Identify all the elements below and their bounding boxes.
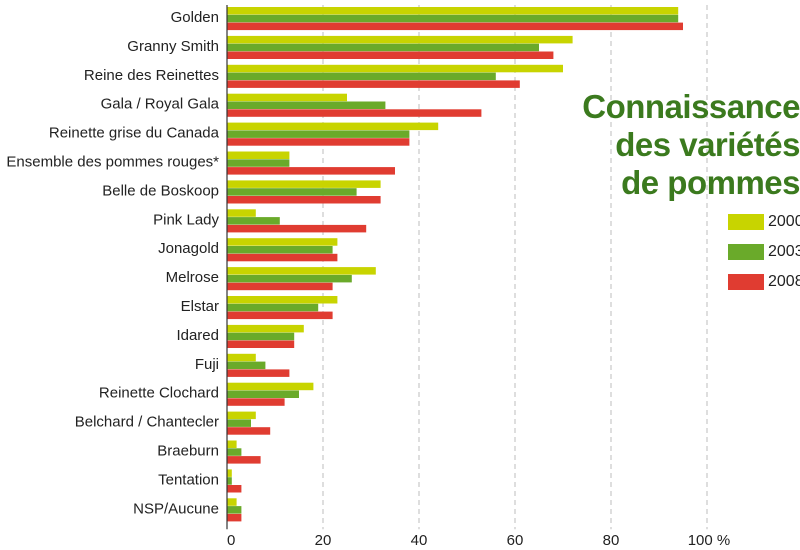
bar-2000-5: [227, 151, 290, 159]
bar-2008-0: [227, 22, 683, 31]
bar-2008-11: [227, 340, 295, 348]
bar-2003-2: [227, 72, 496, 81]
bar-2008-17: [227, 513, 242, 522]
legend-label-2003: 2003: [768, 243, 800, 260]
category-label: Belle de Boskoop: [102, 182, 219, 199]
bar-2003-0: [227, 14, 679, 23]
category-label: Fuji: [195, 356, 219, 373]
category-label: Melrose: [166, 269, 219, 286]
bar-2000-17: [227, 498, 237, 506]
bar-2003-16: [227, 477, 232, 485]
bar-2000-15: [227, 440, 237, 448]
bar-2008-6: [227, 196, 381, 204]
bar-2008-7: [227, 224, 367, 233]
bar-2008-2: [227, 80, 520, 88]
category-label: Reinette Clochard: [99, 385, 219, 402]
category-label: Jonagold: [158, 240, 219, 257]
chart-title-line-1: Connaissance: [582, 88, 800, 125]
bar-2008-13: [227, 398, 285, 406]
bar-2000-1: [227, 35, 573, 44]
category-label: Idared: [176, 327, 219, 344]
bar-2000-8: [227, 238, 338, 246]
bar-2008-4: [227, 138, 410, 146]
bar-2008-3: [227, 109, 482, 117]
bar-2003-14: [227, 419, 251, 427]
bar-2000-0: [227, 7, 679, 15]
bar-2000-16: [227, 469, 232, 477]
legend-item-2008: 2008: [728, 270, 800, 294]
x-tick-label: 40: [411, 532, 428, 549]
category-label: Tentation: [158, 471, 219, 488]
chart-title-line-2: des variétés: [615, 126, 800, 163]
bar-2003-15: [227, 448, 242, 456]
category-label: Elstar: [181, 298, 219, 315]
bar-2003-6: [227, 188, 357, 196]
bar-2000-6: [227, 180, 381, 188]
legend-label-2000: 2000: [768, 213, 800, 230]
bar-2008-16: [227, 485, 242, 493]
x-axis-ticks: 0 20 40 60 80 100 %: [227, 532, 730, 549]
x-tick-label: 100 %: [688, 532, 731, 549]
legend-item-2000: 2000: [728, 210, 800, 234]
bar-2000-9: [227, 267, 376, 275]
bar-2000-14: [227, 411, 256, 420]
bar-2008-5: [227, 167, 395, 175]
category-label: Pink Lady: [153, 211, 219, 228]
bar-2000-10: [227, 296, 338, 304]
bar-2000-4: [227, 122, 439, 131]
category-label: NSP/Aucune: [133, 500, 219, 517]
legend: 2000 2003 2008: [728, 210, 800, 300]
bar-2000-11: [227, 324, 304, 333]
legend-swatch-2008: [728, 274, 764, 290]
x-tick-label: 60: [507, 532, 524, 549]
chart-title-line-3: de pommes: [621, 164, 800, 201]
bar-2008-12: [227, 369, 290, 377]
bar-2003-17: [227, 506, 242, 514]
bar-2000-7: [227, 209, 256, 217]
bar-2003-1: [227, 43, 539, 52]
category-label: Braeburn: [157, 443, 219, 460]
bar-2008-10: [227, 311, 333, 320]
x-tick-label: 80: [603, 532, 620, 549]
category-label: Reinette grise du Canada: [49, 125, 220, 142]
bar-2003-9: [227, 274, 352, 283]
bar-2003-3: [227, 101, 386, 109]
bar-2000-3: [227, 93, 347, 102]
legend-swatch-2003: [728, 244, 764, 260]
bar-2003-10: [227, 303, 319, 312]
legend-label-2008: 2008: [768, 273, 800, 290]
bar-2003-5: [227, 159, 290, 167]
bar-2003-13: [227, 390, 299, 398]
category-labels: Golden Granny Smith Reine des Reinettes Gal…: [6, 9, 219, 517]
category-label: Belchard / Chantecler: [75, 414, 219, 431]
bar-2008-15: [227, 456, 261, 464]
category-label: Granny Smith: [127, 38, 219, 55]
category-label: Golden: [171, 9, 219, 26]
category-label: Gala / Royal Gala: [101, 96, 220, 113]
bar-2008-14: [227, 427, 271, 435]
bars: [227, 7, 683, 522]
bar-2000-12: [227, 353, 256, 362]
bar-2003-11: [227, 332, 295, 341]
legend-item-2003: 2003: [728, 240, 800, 264]
bar-2003-8: [227, 246, 333, 254]
bar-2008-9: [227, 282, 333, 291]
chart-title: Connaissance des variétés de pommes: [540, 88, 800, 202]
bar-2008-8: [227, 253, 338, 262]
category-label: Ensemble des pommes rouges*: [6, 154, 219, 171]
bar-2003-4: [227, 130, 410, 138]
bar-2000-2: [227, 64, 563, 73]
legend-swatch-2000: [728, 214, 764, 230]
bar-2008-1: [227, 51, 554, 59]
x-tick-label: 0: [227, 532, 235, 549]
x-tick-label: 20: [315, 532, 332, 549]
bar-2003-12: [227, 361, 266, 370]
bar-2003-7: [227, 217, 280, 225]
bar-2000-13: [227, 382, 314, 391]
category-label: Reine des Reinettes: [84, 67, 219, 84]
